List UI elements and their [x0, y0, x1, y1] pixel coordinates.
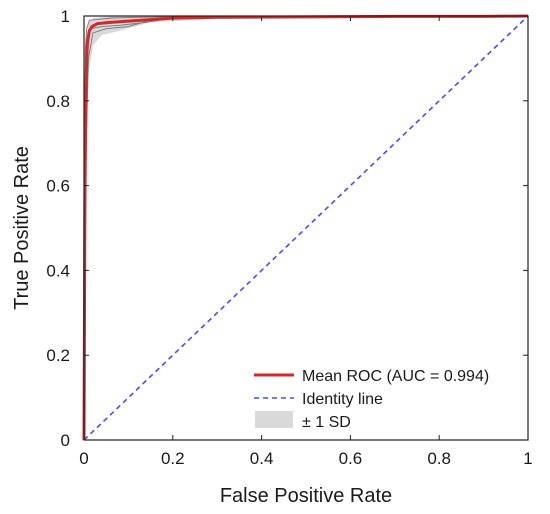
identity-line	[83, 15, 529, 441]
legend: Mean ROC (AUC = 0.994) Identity line ± 1…	[254, 368, 489, 431]
x-tick-label: 0.4	[250, 449, 274, 468]
legend-label-sd: ± 1 SD	[302, 414, 351, 431]
legend-swatch-sd	[255, 411, 293, 428]
x-axis-title: False Positive Rate	[220, 485, 392, 507]
x-tick-label: 0	[79, 449, 88, 468]
y-axis-title: True Positive Rate	[11, 146, 33, 310]
x-tick-label: 0.2	[161, 449, 185, 468]
y-tick-label: 0.6	[46, 177, 70, 196]
y-tick-label: 0.8	[46, 92, 70, 111]
y-tick-label: 0.4	[46, 261, 70, 280]
x-tick-label: 0.6	[339, 449, 363, 468]
axes-frame	[83, 15, 529, 441]
x-tick-label: 0.8	[427, 449, 451, 468]
y-tick-label: 0.2	[46, 346, 70, 365]
legend-label-mean-roc: Mean ROC (AUC = 0.994)	[302, 368, 489, 385]
x-tick-label: 1	[523, 449, 532, 468]
legend-label-identity: Identity line	[302, 391, 383, 408]
y-tick-label: 1	[61, 7, 70, 26]
y-tick-label: 0	[61, 431, 70, 450]
tick-layer: 0 0.2 0.4 0.6 0.8 1 0 0.2 0.4 0.6 0.8 1	[46, 7, 532, 468]
